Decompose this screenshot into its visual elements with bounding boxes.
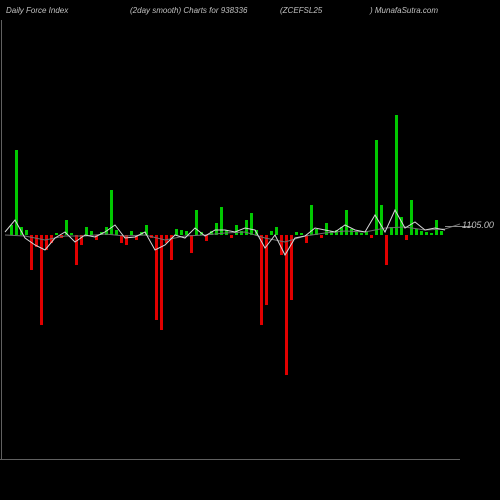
force-bar [140,232,143,235]
force-bar [130,231,133,235]
force-bar [200,232,203,235]
force-bar [20,227,23,235]
force-bar [425,232,428,235]
chart-header: Daily Force Index (2day smooth) Charts f… [0,6,500,20]
force-bar [205,235,208,241]
force-bar [145,225,148,235]
force-bar [420,231,423,235]
title-source: ) MunafaSutra.com [370,6,438,15]
force-bar [180,230,183,235]
force-bar [250,213,253,235]
force-bar [70,233,73,235]
force-bar [315,229,318,235]
force-bar [280,235,283,255]
force-bar [105,227,108,235]
force-bar [375,140,378,235]
force-bar [390,227,393,235]
force-bar [120,235,123,243]
title-symbol: (ZCEFSL25 [280,6,322,15]
force-bar [300,233,303,235]
force-bar [395,115,398,235]
force-bar [40,235,43,325]
force-bar [310,205,313,235]
force-bar [365,231,368,235]
force-bar [320,235,323,238]
force-bar [185,231,188,235]
force-bar [95,235,98,240]
force-bar [10,225,13,235]
force-bar [345,210,348,235]
force-bar [245,220,248,235]
force-bar [195,210,198,235]
force-bar [275,227,278,235]
force-bar [45,235,48,250]
force-bar [355,232,358,235]
force-bar [260,235,263,325]
force-bar [415,229,418,235]
force-bar [150,235,153,238]
force-bar [410,200,413,235]
force-bar [65,220,68,235]
force-bar [255,230,258,235]
force-bar [50,235,53,243]
force-bar [340,227,343,235]
force-bar [435,220,438,235]
force-bar [385,235,388,265]
force-bar [125,235,128,245]
force-bar [305,235,308,243]
force-bar [400,217,403,235]
force-bar [430,233,433,235]
force-bar [290,235,293,300]
force-bar [30,235,33,270]
force-bar [285,235,288,375]
force-bar [265,235,268,305]
force-bar [270,231,273,235]
force-bar [90,231,93,235]
force-bar [210,231,213,235]
force-bar [380,205,383,235]
title-left: Daily Force Index [6,6,68,15]
force-bar [235,225,238,235]
force-bar [80,235,83,245]
force-bar [220,207,223,235]
force-bar [225,230,228,235]
force-bar [405,235,408,240]
x-axis [0,459,460,460]
force-bar [230,235,233,238]
force-bar [60,235,63,238]
force-bar [115,230,118,235]
force-bar [440,231,443,235]
force-bar [85,227,88,235]
force-bar [215,223,218,235]
force-bar [15,150,18,235]
force-bar [165,235,168,243]
force-bar [240,231,243,235]
force-bar [55,233,58,235]
force-bar [190,235,193,253]
force-bar [100,232,103,235]
force-bar [170,235,173,260]
overlay-lines [0,20,460,460]
force-bar [160,235,163,330]
force-bar [330,231,333,235]
force-bar [350,229,353,235]
force-bar [175,229,178,235]
force-bar [75,235,78,265]
y-axis [1,20,2,460]
force-index-chart [0,20,460,460]
force-bar [25,230,28,235]
force-bar [110,190,113,235]
force-bar [155,235,158,320]
force-bar [335,230,338,235]
force-bar [135,235,138,240]
force-bar [325,223,328,235]
force-bar [370,235,373,238]
title-mid: (2day smooth) Charts for 938336 [130,6,247,15]
force-bar [35,235,38,247]
force-bar [360,233,363,235]
force-bar [295,232,298,235]
price-label: 1105.00 [462,220,494,230]
